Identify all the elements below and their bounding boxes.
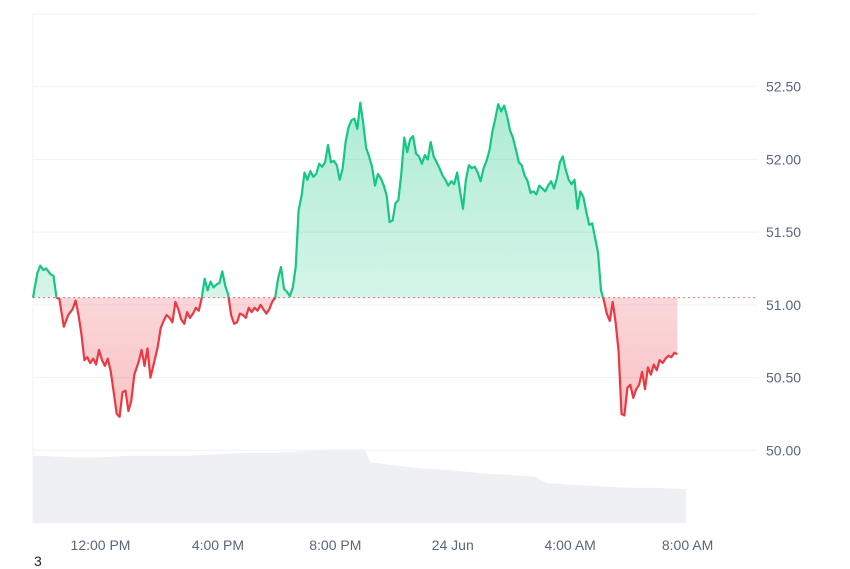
y-tick-label: 51.00 (766, 297, 801, 313)
y-tick-label: 51.50 (766, 224, 801, 240)
volume-shape (33, 449, 687, 523)
y-axis-ticks: 50.00 50.50 51.00 51.50 52.00 52.50 (766, 79, 801, 459)
y-tick-label: 50.50 (766, 370, 801, 386)
y-tick-label: 52.50 (766, 79, 801, 95)
line-below-baseline (32, 297, 678, 418)
x-tick-label: 4:00 PM (192, 537, 244, 553)
volume-area (33, 449, 687, 523)
x-tick-label: 4:00 AM (544, 537, 595, 553)
price-line (31, 101, 678, 418)
x-tick-label: 8:00 PM (309, 537, 361, 553)
x-tick-label: 12:00 PM (71, 537, 131, 553)
y-tick-label: 52.00 (766, 151, 801, 167)
y-tick-label: 50.00 (766, 442, 801, 458)
corner-label: 3 (34, 553, 42, 569)
price-area (33, 102, 678, 417)
line-above-baseline (31, 101, 605, 298)
area-above-baseline (33, 102, 604, 298)
x-tick-label: 8:00 AM (662, 537, 713, 553)
x-axis-ticks: 12:00 PM 4:00 PM 8:00 PM 24 Jun 4:00 AM 8:00 … (71, 537, 714, 553)
area-below-baseline (33, 297, 678, 417)
x-tick-label: 24 Jun (432, 537, 474, 553)
